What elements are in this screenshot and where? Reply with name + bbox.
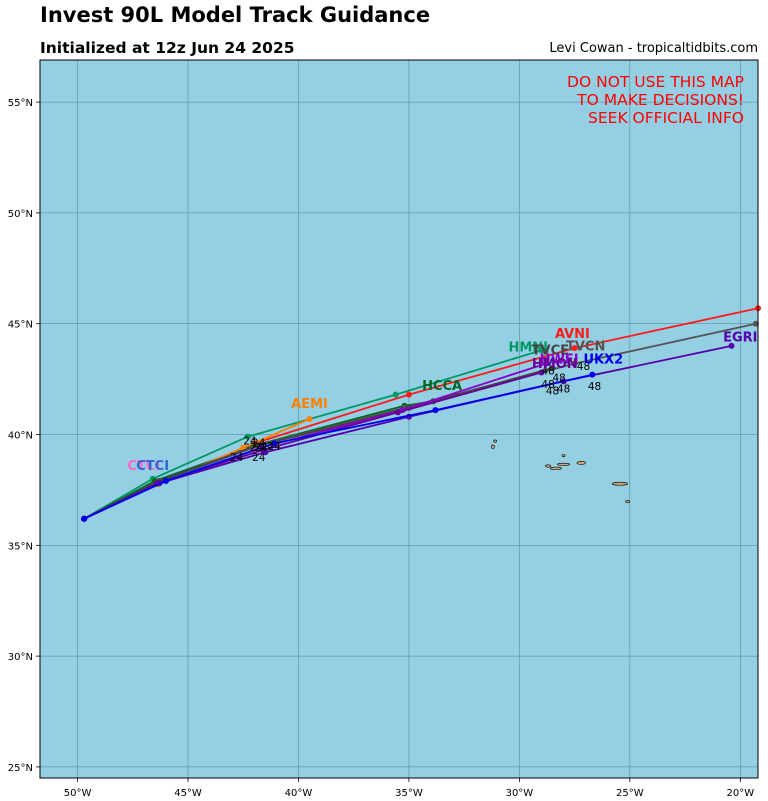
azores-islands	[491, 439, 630, 504]
track-point	[571, 345, 578, 352]
track-point	[542, 360, 549, 367]
lon-tick-label: 20°W	[727, 788, 755, 799]
hour-label: 24	[250, 442, 264, 454]
track-point	[392, 391, 399, 398]
lon-tick-label: 30°W	[506, 788, 534, 799]
track-point	[571, 360, 578, 367]
hour-label: 48	[541, 379, 554, 391]
track-point	[162, 478, 169, 485]
track-point	[432, 407, 439, 414]
model-label: HCCA	[422, 379, 462, 394]
track-point	[728, 342, 735, 349]
axis-ticks: 50°W 45°W 40°W 35°W 30°W 25°W 20°W 25°N 30°N 35°N…	[8, 98, 754, 799]
model-label: HMON	[532, 357, 578, 372]
lat-tick-label: 55°N	[8, 98, 33, 109]
hour-label: 24	[252, 452, 266, 464]
island	[557, 462, 571, 466]
hour-label: 24	[230, 452, 244, 464]
lat-tick-label: 50°N	[8, 209, 33, 220]
model-label: CTCI	[127, 459, 160, 474]
track-point	[405, 391, 412, 398]
island	[611, 481, 628, 486]
model-label: EGRI	[723, 330, 757, 345]
track-point	[306, 416, 313, 422]
model-label: AVNI	[555, 327, 590, 342]
map-frame	[39, 59, 759, 779]
island	[576, 461, 586, 465]
hour-label: 24	[261, 441, 275, 453]
lat-tick-label: 30°N	[8, 652, 33, 663]
track-point	[394, 409, 401, 416]
track-point	[752, 320, 759, 327]
hour-label: 24	[254, 442, 268, 454]
hour-label: 48	[546, 386, 559, 398]
hour-label: 24	[243, 435, 257, 447]
model-label: HMNI	[508, 340, 548, 355]
track-point	[81, 515, 88, 522]
lat-tick-label: 35°N	[8, 541, 33, 552]
island	[625, 500, 630, 504]
hour-label: 48	[577, 361, 590, 373]
lon-tick-label: 45°W	[174, 788, 202, 799]
warning-line: SEEK OFFICIAL INFO	[588, 109, 744, 127]
track-point	[262, 449, 269, 456]
lat-tick-label: 45°N	[8, 320, 33, 331]
hour-label: 48	[541, 366, 554, 378]
init-time-subtitle: Initialized at 12z Jun 24 2025	[40, 39, 295, 57]
track-point	[589, 371, 596, 378]
warning-line: TO MAKE DECISIONS!	[576, 91, 744, 109]
warning-line: DO NOT USE THIS MAP	[567, 73, 744, 91]
hour-label: 48	[557, 383, 570, 395]
model-label: TVCE	[532, 344, 569, 359]
lat-tick-label: 40°N	[8, 431, 33, 442]
track-point	[244, 433, 251, 440]
lon-tick-label: 50°W	[64, 788, 92, 799]
model-label: HWFI	[540, 353, 579, 368]
island	[491, 444, 495, 449]
credit-text: Levi Cowan - tropicaltidbits.com	[549, 41, 758, 56]
track-point	[538, 347, 545, 354]
island	[561, 454, 566, 458]
island	[550, 466, 562, 471]
page-title: Invest 90L Model Track Guidance	[40, 3, 431, 27]
model-tracks	[81, 305, 761, 522]
lon-tick-label: 25°W	[616, 788, 644, 799]
model-label: TVCN	[566, 339, 605, 354]
model-label: UKX2	[584, 353, 624, 368]
lon-tick-label: 35°W	[395, 788, 423, 799]
model-label: AEMI	[291, 397, 328, 412]
track-point	[549, 365, 556, 372]
track-point	[538, 369, 545, 376]
lon-tick-label: 40°W	[285, 788, 313, 799]
island	[545, 464, 552, 468]
model-label: CTCI	[136, 459, 169, 474]
island	[493, 439, 497, 443]
lat-tick-label: 25°N	[8, 763, 33, 774]
hour-label: 24	[252, 438, 266, 450]
hour-label: 24	[267, 441, 281, 453]
hour-label: 48	[552, 372, 565, 384]
track-point	[271, 440, 278, 447]
hour-label: 48	[588, 381, 601, 393]
